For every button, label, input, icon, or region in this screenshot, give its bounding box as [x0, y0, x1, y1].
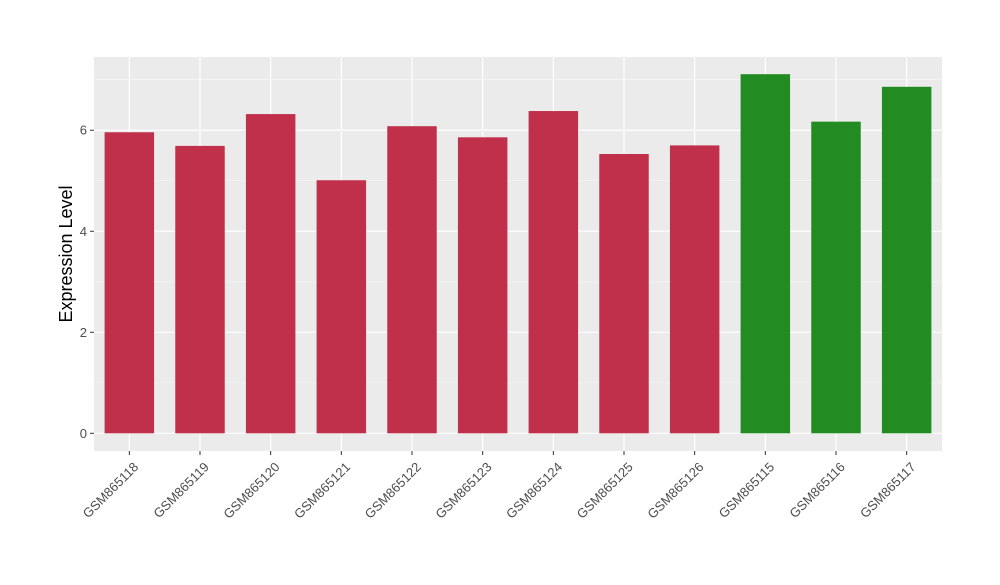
bars-group — [104, 74, 932, 434]
bar-GSM865119 — [175, 145, 225, 434]
x-tick-label: GSM865115 — [716, 459, 778, 521]
x-tick-label: GSM865122 — [362, 459, 424, 521]
x-tick-label: GSM865119 — [150, 459, 212, 521]
bar-GSM865125 — [599, 153, 649, 434]
y-axis-title: Expression Level — [56, 185, 76, 322]
bar-GSM865120 — [245, 114, 296, 434]
bar-GSM865122 — [387, 126, 437, 434]
y-tick-label: 2 — [80, 325, 87, 340]
x-tick-label: GSM865125 — [574, 459, 636, 521]
bar-GSM865118 — [104, 132, 155, 434]
bar-GSM865123 — [457, 137, 508, 434]
x-tick-label: GSM865124 — [503, 459, 565, 521]
bar-GSM865126 — [669, 145, 720, 434]
bar-GSM865116 — [811, 121, 861, 434]
x-tick-label: GSM865118 — [80, 459, 142, 521]
bar-GSM865115 — [740, 74, 791, 434]
y-tick-label: 6 — [80, 123, 87, 138]
y-tick-label: 0 — [80, 426, 87, 441]
x-tick-label: GSM865116 — [786, 459, 848, 521]
x-axis: GSM865118 GSM865119 GSM865120 GSM865121 GSM8… — [80, 451, 919, 522]
bar-GSM865121 — [316, 180, 367, 434]
x-tick-label: GSM865126 — [644, 459, 706, 521]
x-tick-label: GSM865117 — [857, 459, 919, 521]
plot-panel — [94, 57, 942, 451]
minor-gridlines — [94, 79, 942, 384]
y-axis: 0 2 4 6 — [80, 123, 94, 441]
y-tick-label: 4 — [80, 224, 87, 239]
x-tick-label: GSM865123 — [432, 459, 494, 521]
x-tick-label: GSM865120 — [220, 459, 282, 521]
bar-GSM865117 — [881, 86, 932, 434]
x-tick-label: GSM865121 — [291, 459, 353, 521]
bar-GSM865124 — [528, 111, 579, 434]
